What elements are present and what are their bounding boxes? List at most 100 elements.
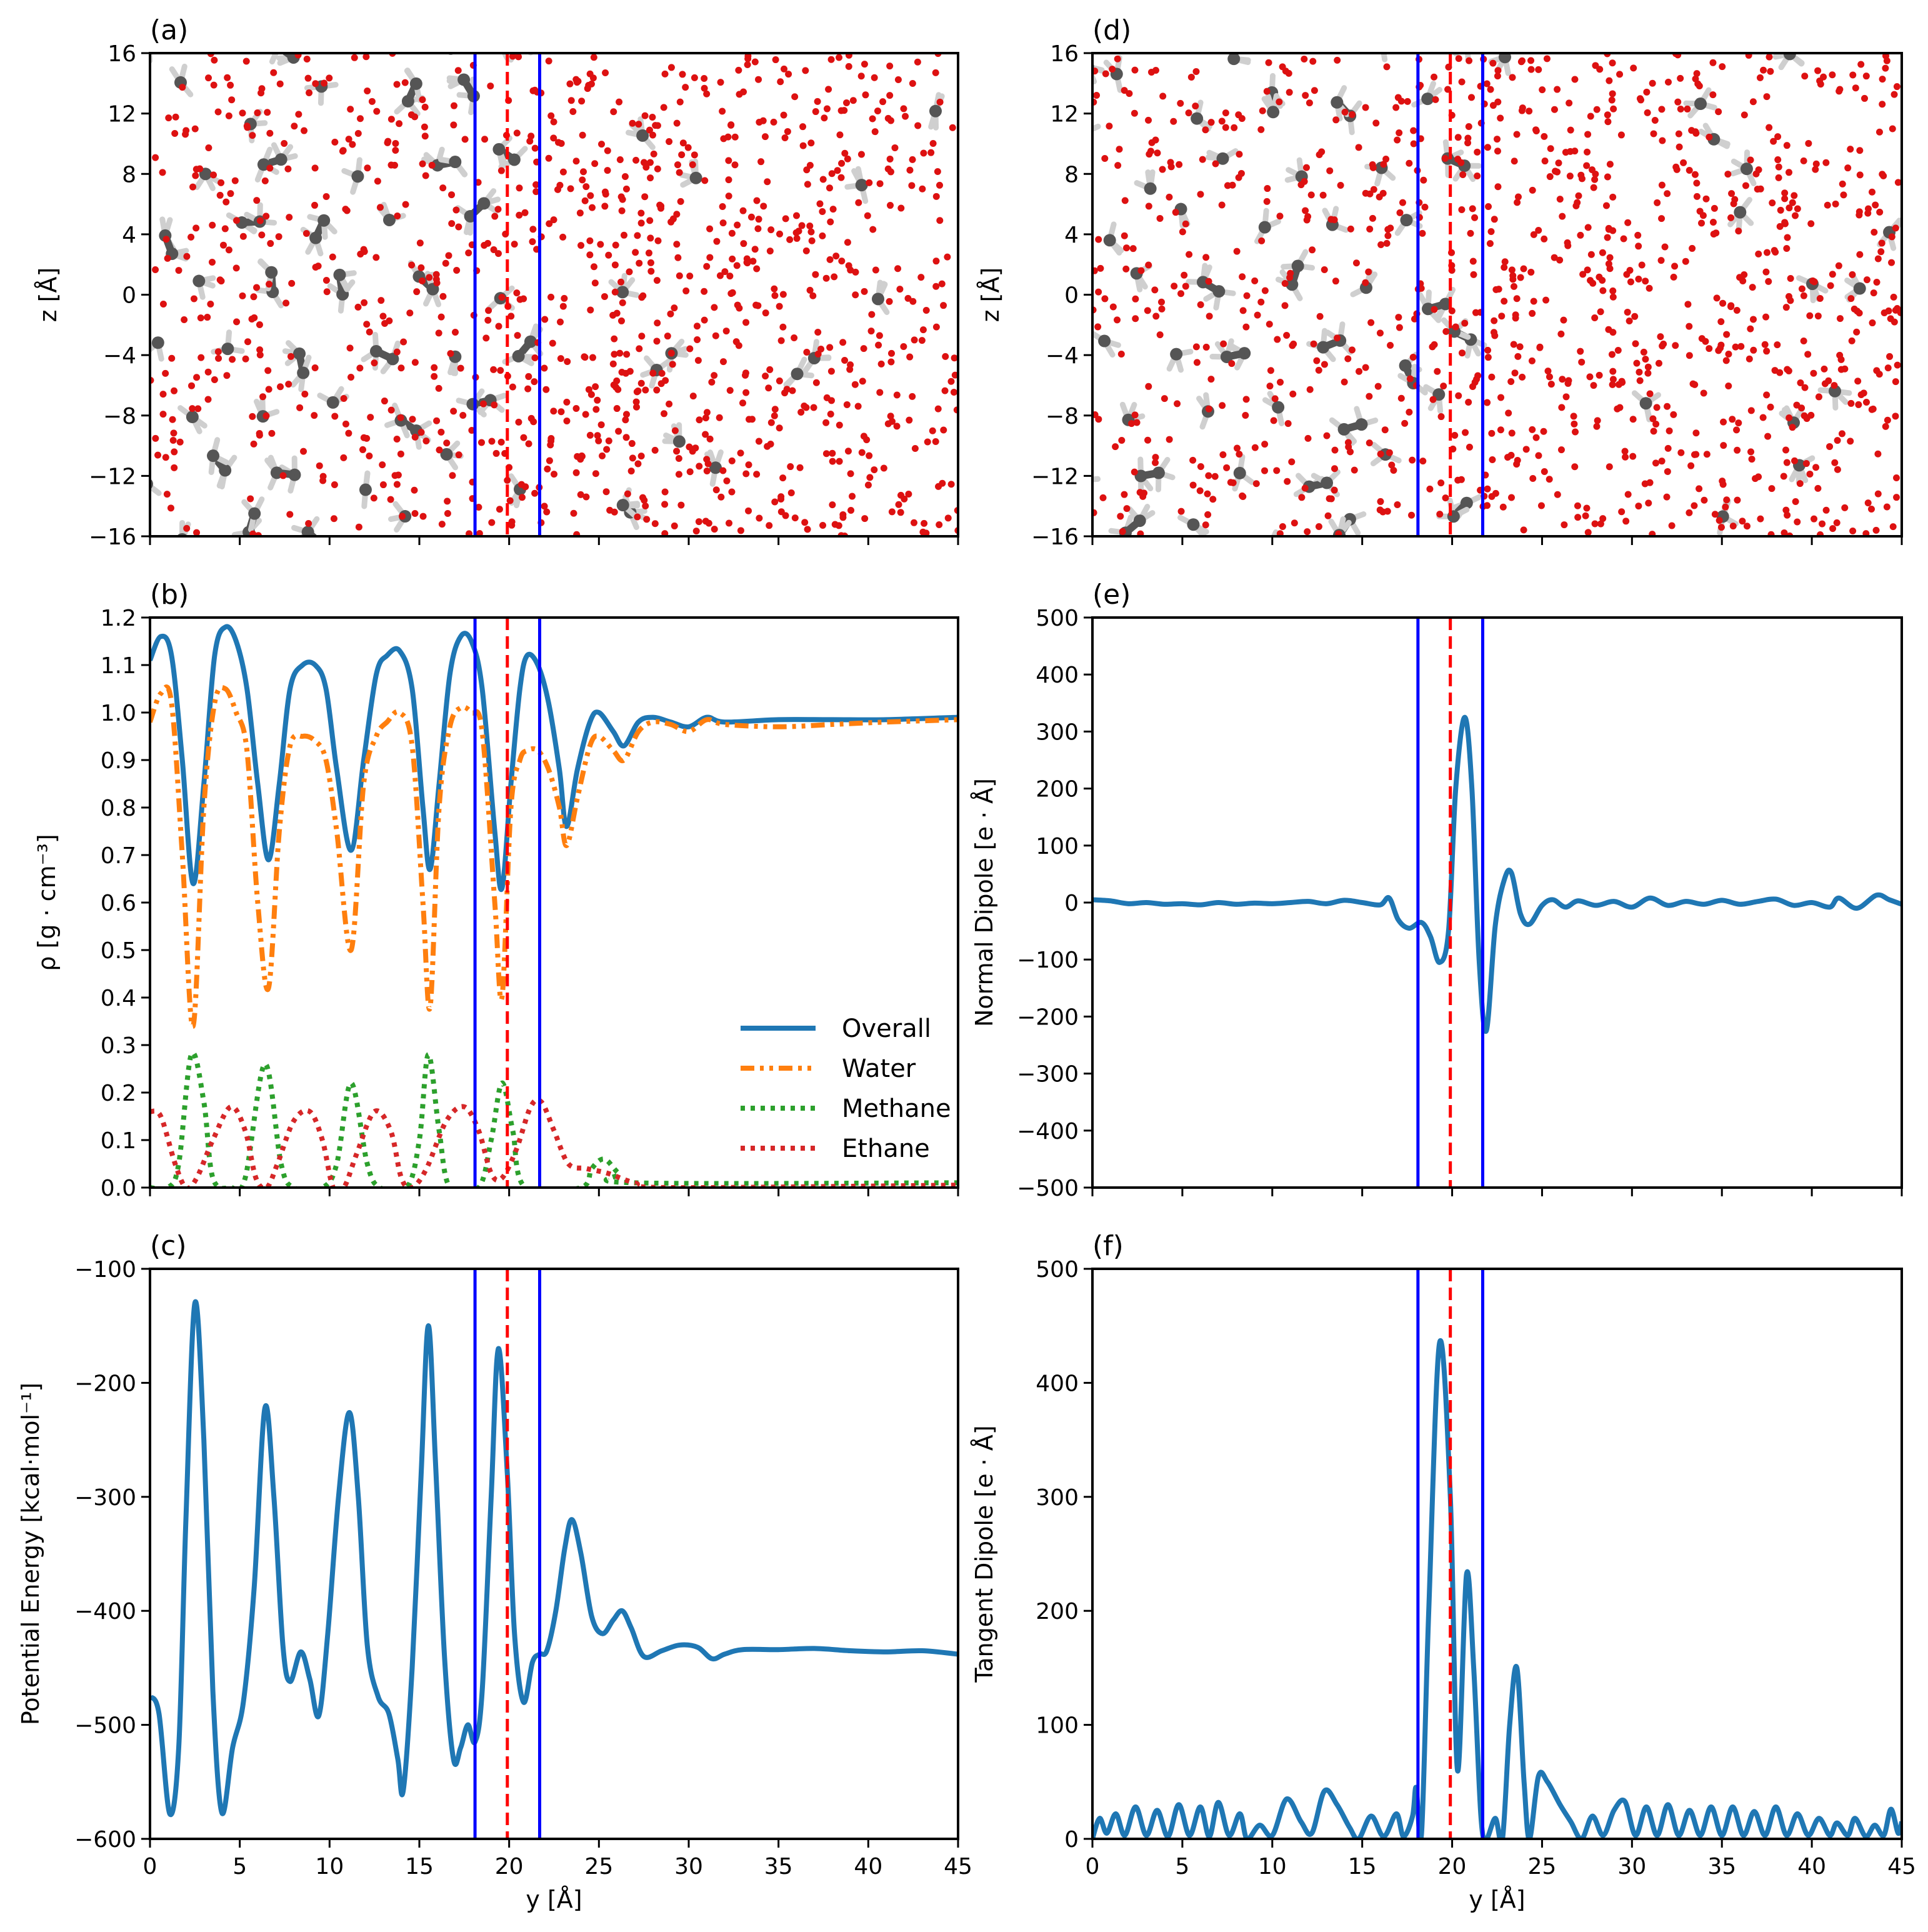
oxygen-atom-mark — [748, 416, 756, 423]
oxygen-atom-mark — [1458, 206, 1466, 213]
oxygen-atom-mark — [444, 509, 451, 517]
oxygen-atom-mark — [1509, 74, 1516, 81]
oxygen-atom-mark — [1558, 404, 1566, 411]
oxygen-atom-mark — [1267, 367, 1274, 374]
oxygen-atom-mark — [703, 409, 711, 416]
oxygen-atom-mark — [162, 236, 170, 243]
oxygen-atom-mark — [1574, 502, 1581, 509]
oxygen-atom-mark — [189, 183, 197, 191]
oxygen-atom-mark — [844, 155, 851, 163]
oxygen-atom-mark — [208, 258, 216, 266]
oxygen-atom-mark — [1876, 371, 1883, 378]
oxygen-atom-mark — [1765, 278, 1772, 285]
oxygen-atom-mark — [871, 74, 878, 81]
oxygen-atom-mark — [852, 291, 859, 299]
oxygen-atom-mark — [616, 98, 623, 106]
oxygen-atom-mark — [1491, 216, 1498, 223]
oxygen-atom-mark — [364, 87, 371, 94]
x-tick-label: 30 — [1617, 1854, 1646, 1879]
oxygen-atom-mark — [244, 124, 251, 131]
oxygen-atom-mark — [1562, 393, 1570, 401]
oxygen-atom-mark — [894, 265, 902, 273]
oxygen-atom-mark — [331, 413, 339, 420]
oxygen-atom-mark — [731, 161, 739, 169]
oxygen-atom-mark — [1579, 271, 1587, 278]
oxygen-atom-mark — [862, 91, 869, 99]
oxygen-atom-mark — [1771, 247, 1778, 254]
oxygen-atom-mark — [1362, 279, 1369, 286]
oxygen-atom-mark — [1670, 411, 1677, 418]
oxygen-atom-mark — [900, 105, 907, 113]
oxygen-atom-mark — [239, 233, 247, 240]
oxygen-atom-mark — [754, 225, 762, 233]
oxygen-atom-mark — [1302, 207, 1309, 214]
oxygen-atom-mark — [1849, 271, 1856, 278]
carbon-atom-mark — [1103, 234, 1116, 247]
oxygen-atom-mark — [729, 255, 736, 263]
oxygen-atom-mark — [569, 108, 577, 115]
oxygen-atom-mark — [1501, 264, 1508, 271]
oxygen-atom-mark — [1882, 423, 1889, 430]
oxygen-atom-mark — [1672, 342, 1679, 349]
oxygen-atom-mark — [637, 219, 645, 227]
oxygen-atom-mark — [857, 151, 865, 158]
oxygen-atom-mark — [520, 295, 527, 303]
oxygen-atom-mark — [783, 386, 791, 393]
oxygen-atom-mark — [728, 229, 736, 237]
oxygen-atom-mark — [791, 93, 799, 101]
oxygen-atom-mark — [1602, 202, 1610, 209]
oxygen-atom-mark — [1800, 292, 1807, 299]
oxygen-atom-mark — [1854, 308, 1861, 315]
oxygen-atom-mark — [1715, 108, 1722, 116]
oxygen-atom-mark — [422, 172, 429, 179]
oxygen-atom-mark — [1263, 88, 1271, 95]
oxygen-atom-mark — [491, 401, 498, 409]
oxygen-atom-mark — [1455, 55, 1462, 63]
oxygen-atom-mark — [392, 147, 399, 154]
oxygen-atom-mark — [1410, 127, 1417, 134]
oxygen-atom-mark — [622, 434, 630, 441]
x-tick-label: 40 — [854, 1854, 882, 1879]
oxygen-atom-mark — [286, 511, 294, 518]
oxygen-atom-mark — [951, 354, 958, 362]
oxygen-atom-mark — [612, 241, 619, 249]
oxygen-atom-mark — [1452, 323, 1459, 331]
oxygen-atom-mark — [1805, 139, 1812, 147]
carbon-atom-mark — [1362, 25, 1374, 38]
oxygen-atom-mark — [305, 520, 312, 528]
y-tick-label: 0.1 — [101, 1128, 136, 1154]
oxygen-atom-mark — [1348, 111, 1356, 118]
oxygen-atom-mark — [1177, 290, 1185, 298]
oxygen-atom-mark — [1706, 345, 1713, 353]
oxygen-atom-mark — [1126, 90, 1133, 98]
oxygen-atom-mark — [1794, 518, 1801, 526]
oxygen-atom-mark — [1606, 161, 1614, 168]
oxygen-atom-mark — [1189, 481, 1197, 489]
oxygen-atom-mark — [900, 343, 907, 351]
oxygen-atom-mark — [191, 125, 199, 133]
oxygen-atom-mark — [896, 286, 904, 293]
oxygen-atom-mark — [1509, 272, 1517, 279]
oxygen-atom-mark — [1870, 289, 1877, 297]
carbon-atom-mark — [1734, 206, 1747, 219]
oxygen-atom-mark — [897, 204, 905, 212]
oxygen-atom-mark — [1437, 413, 1445, 421]
oxygen-atom-mark — [1273, 467, 1281, 474]
oxygen-atom-mark — [232, 264, 240, 272]
oxygen-atom-mark — [526, 138, 534, 145]
oxygen-atom-mark — [1861, 94, 1868, 102]
oxygen-atom-mark — [1883, 503, 1891, 511]
hydrogen-bond-mark — [1066, 490, 1067, 506]
carbon-atom-mark — [221, 343, 234, 356]
oxygen-atom-mark — [590, 263, 597, 271]
oxygen-atom-mark — [1547, 381, 1555, 388]
oxygen-atom-mark — [666, 400, 673, 408]
oxygen-atom-mark — [216, 191, 224, 199]
oxygen-atom-mark — [1591, 314, 1599, 322]
oxygen-atom-mark — [723, 477, 731, 484]
oxygen-atom-mark — [609, 311, 617, 319]
carbon-atom-mark — [1220, 350, 1233, 363]
oxygen-atom-mark — [632, 249, 639, 256]
oxygen-atom-mark — [397, 364, 405, 372]
carbon-atom-mark — [1321, 476, 1334, 489]
